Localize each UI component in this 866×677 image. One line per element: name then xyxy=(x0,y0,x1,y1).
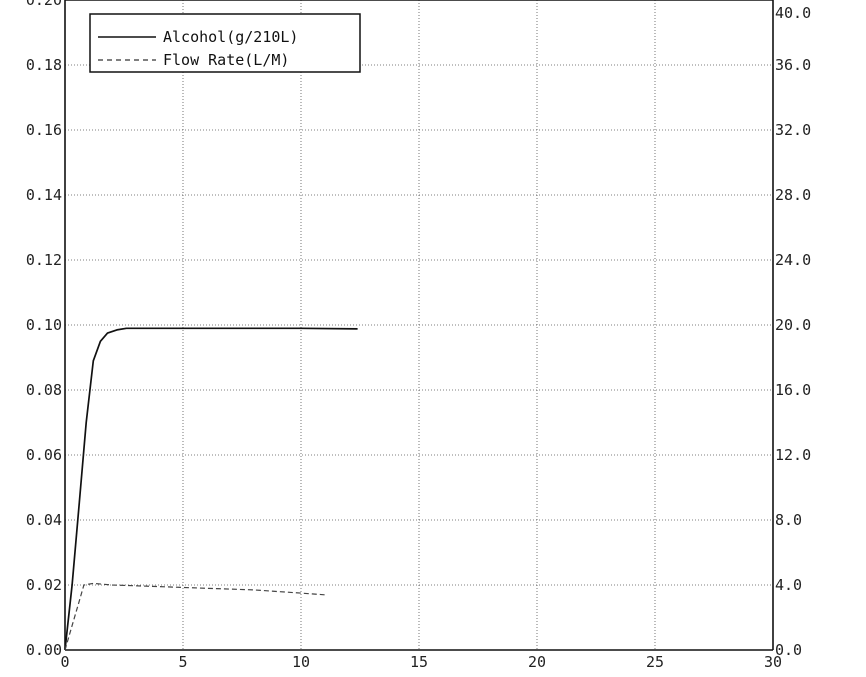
right-y-tick-label: 24.0 xyxy=(775,251,811,269)
left-y-tick-label: 0.16 xyxy=(26,121,62,139)
right-y-tick-label: 32.0 xyxy=(775,121,811,139)
left-y-tick-label: 0.02 xyxy=(26,576,62,594)
x-tick-label: 5 xyxy=(178,653,187,671)
plot-frame xyxy=(64,0,774,651)
left-y-tick-label: 0.06 xyxy=(26,446,62,464)
x-tick-label: 10 xyxy=(292,653,310,671)
left-y-tick-label: 0.20 xyxy=(26,0,62,9)
right-y-tick-label: 0.0 xyxy=(775,641,802,659)
right-axis-tick-labels: 0.0 4.0 8.0 12.0 16.0 20.0 24.0 28.0 32.0 36.0 40.… xyxy=(775,4,811,659)
right-y-tick-label: 8.0 xyxy=(775,511,802,529)
legend-label-flow-rate: Flow Rate(L/M) xyxy=(163,51,289,69)
left-axis-tick-labels: 0.00 0.02 0.04 0.06 0.08 0.10 0.12 0.14 0.16 0.18… xyxy=(26,0,62,659)
legend: Alcohol(g/210L) Flow Rate(L/M) xyxy=(89,13,361,73)
x-tick-label: 15 xyxy=(410,653,428,671)
right-y-tick-label: 16.0 xyxy=(775,381,811,399)
grid xyxy=(65,0,773,650)
x-tick-label: 25 xyxy=(646,653,664,671)
right-y-tick-label: 20.0 xyxy=(775,316,811,334)
x-tick-label: 0 xyxy=(60,653,69,671)
x-tick-label: 30 xyxy=(764,653,782,671)
left-y-tick-label: 0.18 xyxy=(26,56,62,74)
left-y-tick-label: 0.04 xyxy=(26,511,62,529)
left-y-tick-label: 0.08 xyxy=(26,381,62,399)
series-lines xyxy=(64,327,358,651)
legend-label-alcohol: Alcohol(g/210L) xyxy=(163,28,298,46)
left-y-tick-label: 0.12 xyxy=(26,251,62,269)
right-y-tick-label: 28.0 xyxy=(775,186,811,204)
x-axis-tick-labels: 0 5 10 15 20 25 30 xyxy=(60,653,782,671)
legend-box xyxy=(89,13,361,73)
left-y-tick-label: 0.00 xyxy=(26,641,62,659)
series-line-alcohol xyxy=(64,327,358,651)
right-y-tick-label: 36.0 xyxy=(775,56,811,74)
left-y-tick-label: 0.10 xyxy=(26,316,62,334)
right-y-tick-label: 40.0 xyxy=(775,4,811,22)
left-y-tick-label: 0.14 xyxy=(26,186,62,204)
x-tick-label: 20 xyxy=(528,653,546,671)
series-line-flow-rate xyxy=(64,582,325,651)
right-y-tick-label: 4.0 xyxy=(775,576,802,594)
right-y-tick-label: 12.0 xyxy=(775,446,811,464)
